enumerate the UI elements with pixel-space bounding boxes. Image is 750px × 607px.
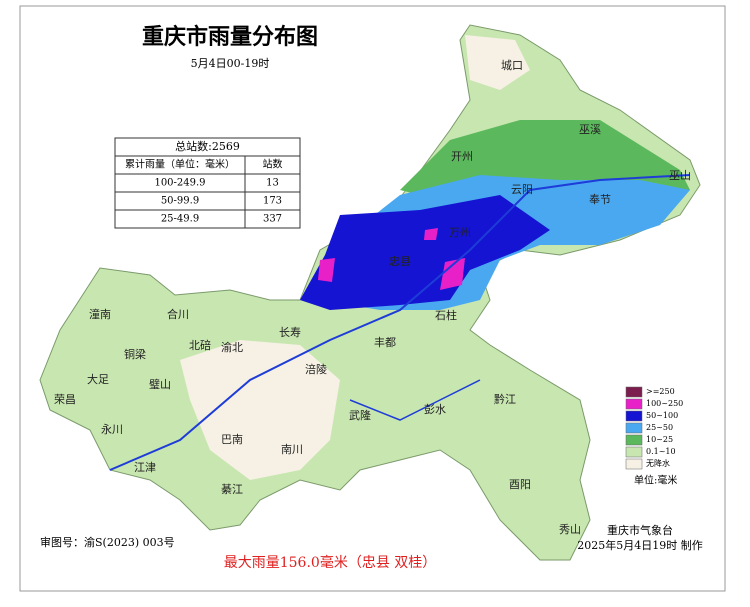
place-name: 黔江 <box>494 392 516 406</box>
legend-label: >=250 <box>646 387 675 396</box>
place-name: 彭水 <box>424 402 446 416</box>
legend-swatch <box>625 458 643 470</box>
legend-swatch <box>625 446 643 458</box>
place-name: 合川 <box>167 307 189 321</box>
max-rain: 最大雨量156.0毫米（忠县 双桂） <box>224 554 437 571</box>
place-name: 城口 <box>501 59 523 72</box>
place-name: 渝北 <box>221 340 243 354</box>
table-cell: 337 <box>263 214 282 225</box>
dry-area <box>180 340 340 480</box>
review-number: 审图号：渝S(2023) 003号 <box>40 535 175 549</box>
table-header: 累计雨量（单位：毫米） <box>125 158 235 171</box>
rain-100-250 <box>440 258 465 290</box>
place-name: 酉阳 <box>509 478 531 491</box>
table-cell: 173 <box>263 196 282 207</box>
map-subtitle: 5月4日00-19时 <box>191 57 270 70</box>
table-header: 站数 <box>263 158 283 171</box>
legend-unit: 单位:毫米 <box>634 474 677 487</box>
legend: >=250 100~250 50~100 25~50 10~25 0.1~10 无降水单位:… <box>625 386 683 487</box>
legend-label: 10~25 <box>646 435 673 444</box>
place-name: 铜梁 <box>124 347 146 361</box>
place-name: 涪陵 <box>305 362 327 376</box>
frame <box>19 5 726 592</box>
table-cell: 50-99.9 <box>161 196 199 207</box>
legend-swatch <box>625 386 643 398</box>
place-name: 秀山 <box>559 523 581 536</box>
rain-100-250 <box>424 228 438 240</box>
place-name: 潼南 <box>89 307 111 321</box>
table-cell: 100-249.9 <box>154 178 205 189</box>
legend-swatch <box>625 410 643 422</box>
place-name: 武隆 <box>349 408 371 422</box>
place-name: 永川 <box>101 422 123 436</box>
place-name: 巴南 <box>221 433 243 446</box>
rain-50-100 <box>300 195 550 310</box>
table-cell: 25-49.9 <box>161 214 199 225</box>
river <box>349 379 481 421</box>
place-name: 石柱 <box>435 308 457 322</box>
legend-swatch <box>625 398 643 410</box>
place-name: 綦江 <box>221 483 243 496</box>
table-title: 总站数:2569 <box>175 139 240 153</box>
station-table: 总站数:2569 累计雨量（单位：毫米） 站数 100-249.9 13 50-99.9 1… <box>114 137 301 229</box>
map-title: 重庆市雨量分布图 <box>142 24 318 50</box>
place-name: 南川 <box>281 443 303 456</box>
place-name: 万州 <box>449 226 471 239</box>
place-name: 奉节 <box>589 192 611 206</box>
place-name: 荣昌 <box>54 393 76 406</box>
legend-label: 50~100 <box>646 411 678 420</box>
place-name: 江津 <box>134 461 156 474</box>
table-frame <box>114 137 301 229</box>
dry-area <box>465 35 530 90</box>
agency: 重庆市气象台 <box>607 523 673 537</box>
place-name: 璧山 <box>149 377 171 391</box>
place-name: 云阳 <box>511 183 533 196</box>
legend-label: 100~250 <box>646 399 683 408</box>
river <box>109 174 691 471</box>
legend-swatch <box>625 422 643 434</box>
legend-label: 0.1~10 <box>646 447 676 456</box>
legend-label: 无降水 <box>646 458 670 468</box>
legend-label: 25~50 <box>646 423 673 432</box>
rain-100-250 <box>318 258 335 282</box>
made-time: 2025年5月4日19时 制作 <box>577 538 703 552</box>
place-name: 长寿 <box>279 325 301 339</box>
place-name: 丰都 <box>374 336 396 349</box>
legend-swatch <box>625 434 643 446</box>
place-name: 开州 <box>451 150 473 163</box>
table-cell: 13 <box>266 178 279 189</box>
place-name: 巫溪 <box>579 123 601 136</box>
place-name: 忠县 <box>389 255 411 268</box>
place-name: 巫山 <box>669 169 691 182</box>
place-name: 大足 <box>87 372 109 386</box>
place-name: 北碚 <box>189 338 211 352</box>
